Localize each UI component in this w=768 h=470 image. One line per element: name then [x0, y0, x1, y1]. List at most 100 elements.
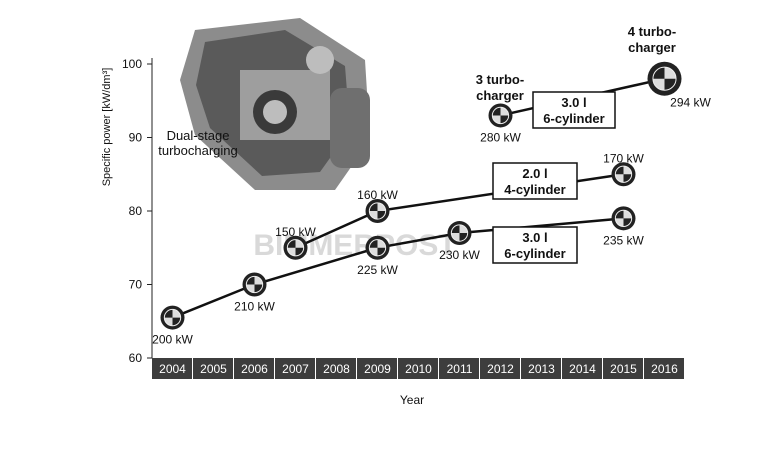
point-label: 150 kW: [275, 225, 316, 239]
x-tick-cell: [152, 358, 192, 379]
x-tick-label: 2006: [241, 362, 268, 376]
x-tick-label: 2015: [610, 362, 637, 376]
point-label: 235 kW: [603, 233, 644, 247]
marker-inner: [450, 224, 469, 242]
y-tick-label: 90: [129, 131, 143, 145]
marker-quadrant: [369, 247, 378, 256]
annotation-dual-stage-1: Dual-stage: [167, 128, 230, 143]
point-label: 280 kW: [480, 130, 521, 144]
bmw-marker: [611, 206, 636, 231]
marker-quadrant: [664, 67, 677, 79]
x-tick-label: 2010: [405, 362, 432, 376]
point-label: 210 kW: [234, 300, 275, 314]
bmw-marker: [242, 272, 267, 297]
annotation-four-turbo-2: charger: [628, 40, 676, 55]
x-tick-label: 2016: [651, 362, 678, 376]
marker-quadrant: [459, 224, 468, 234]
engine-image: [180, 18, 370, 190]
marker-quadrant: [254, 276, 263, 285]
marker-inner: [368, 202, 387, 220]
marker-quadrant: [500, 107, 509, 116]
annotation-four-turbo-1: 4 turbo-: [628, 24, 676, 39]
point-label: 170 kW: [603, 151, 644, 165]
box-low: 3.0 l 6-cylinder: [492, 226, 578, 264]
x-tick-label: 2005: [200, 362, 227, 376]
x-tick-cell: [275, 358, 315, 379]
y-tick-label: 70: [129, 278, 143, 292]
point-label: 230 kW: [439, 248, 480, 262]
x-tick-cell: [439, 358, 479, 379]
bmw-marker: [365, 235, 390, 260]
y-ticks: 60 70 80 90 100: [122, 57, 152, 365]
box-top-line2: 6-cylinder: [543, 111, 604, 126]
marker-quadrant: [172, 309, 181, 318]
x-tick-label: 2008: [323, 362, 350, 376]
x-tick-cell: [603, 358, 643, 379]
bmw-marker: [488, 103, 513, 128]
x-tick-label: 2014: [569, 362, 596, 376]
marker-inner: [163, 308, 182, 327]
marker-inner: [368, 239, 387, 257]
marker-quadrant: [652, 78, 665, 91]
x-tick-cell: [234, 358, 274, 379]
marker-quadrant: [369, 211, 378, 220]
marker-quadrant: [492, 115, 501, 124]
marker-inner: [286, 239, 305, 257]
y-tick-label: 60: [129, 351, 143, 365]
marker-quadrant: [623, 166, 632, 175]
marker-quadrant: [377, 239, 386, 248]
marker-quadrant: [287, 247, 296, 256]
x-tick-label: 2013: [528, 362, 555, 376]
bmw-marker: [447, 221, 472, 246]
bmw-marker: [160, 305, 185, 330]
x-tick-label: 2012: [487, 362, 514, 376]
marker-inner: [614, 209, 633, 228]
point-label: 160 kW: [357, 188, 398, 202]
marker-quadrant: [451, 233, 460, 242]
x-tick-cell: [644, 358, 684, 379]
marker-inner: [614, 165, 633, 183]
x-tick-cell: [398, 358, 438, 379]
box-top: 3.0 l 6-cylinder: [532, 91, 616, 129]
marker-quadrant: [615, 218, 624, 227]
box-low-line1: 3.0 l: [522, 230, 547, 245]
marker-quadrant: [246, 284, 255, 293]
marker-quadrant: [623, 210, 632, 219]
y-tick-label: 80: [129, 204, 143, 218]
x-tick-cell: [316, 358, 356, 379]
box-top-line1: 3.0 l: [561, 95, 586, 110]
x-tick-label: 2009: [364, 362, 391, 376]
x-tick-cell: [357, 358, 397, 379]
marker-quadrant: [615, 174, 624, 183]
annotation-three-turbo-2: charger: [476, 88, 524, 103]
y-tick-label: 100: [122, 57, 142, 71]
box-low-line2: 6-cylinder: [504, 246, 565, 261]
x-tick-label: 2007: [282, 362, 309, 376]
marker-inner: [491, 106, 510, 125]
box-mid-line2: 4-cylinder: [504, 182, 565, 197]
marker-quadrant: [377, 202, 386, 211]
box-mid-line1: 2.0 l: [522, 166, 547, 181]
bmw-marker: [647, 61, 682, 96]
bmw-marker: [365, 199, 390, 223]
point-label: 225 kW: [357, 263, 398, 277]
bmw-marker: [283, 235, 308, 260]
marker-quadrant: [164, 317, 173, 326]
point-label: 294 kW: [670, 96, 711, 110]
x-tick-label: 2004: [159, 362, 186, 376]
x-tick-cell: [480, 358, 520, 379]
x-axis-title: Year: [400, 393, 424, 407]
bmw-marker: [611, 162, 636, 187]
marker-inner: [245, 275, 264, 294]
annotation-dual-stage-2: turbocharging: [158, 143, 238, 158]
point-label: 200 kW: [152, 333, 193, 347]
box-mid: 2.0 l 4-cylinder: [492, 162, 578, 200]
x-tick-cell: [521, 358, 561, 379]
marker-quadrant: [295, 239, 304, 248]
annotation-three-turbo-1: 3 turbo-: [476, 72, 524, 87]
x-axis-band: 2004 2005 2006 2007 2008 2009 2010 2011 2012 2013…: [152, 358, 684, 379]
x-tick-cell: [562, 358, 602, 379]
marker-inner: [652, 66, 677, 91]
y-axis-title: Specific power [kW/dm³]: [101, 68, 113, 187]
